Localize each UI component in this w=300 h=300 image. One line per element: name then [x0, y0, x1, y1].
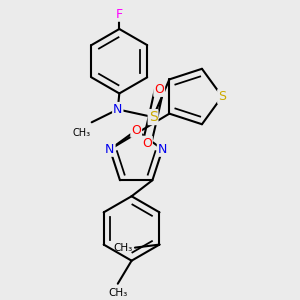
Text: CH₃: CH₃	[108, 288, 128, 298]
Text: N: N	[158, 143, 167, 156]
Text: O: O	[142, 137, 152, 150]
Text: N: N	[113, 103, 122, 116]
Text: S: S	[218, 90, 226, 103]
Text: O: O	[154, 83, 164, 96]
Text: O: O	[131, 124, 141, 137]
Text: CH₃: CH₃	[113, 243, 133, 253]
Text: S: S	[149, 110, 158, 124]
Text: F: F	[116, 8, 123, 21]
Text: N: N	[105, 143, 115, 156]
Text: CH₃: CH₃	[73, 128, 91, 138]
